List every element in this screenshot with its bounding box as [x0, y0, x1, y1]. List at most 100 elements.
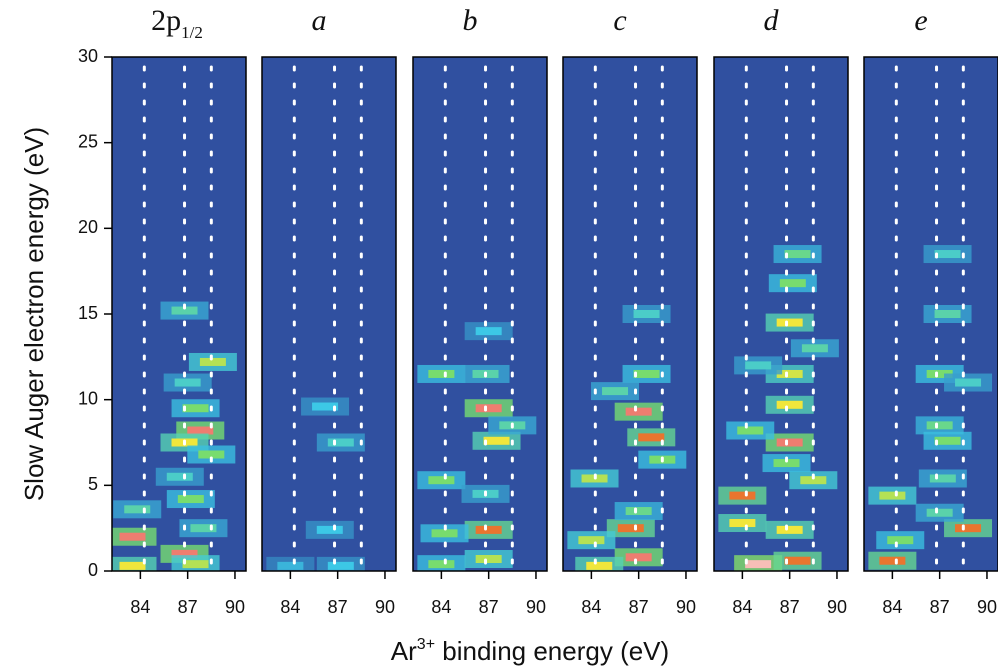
heat-cell	[483, 436, 510, 445]
panel-title: 2p1/2	[151, 4, 203, 42]
heat-cell	[879, 556, 906, 565]
heat-cell	[199, 357, 226, 366]
heat-cell	[431, 529, 458, 538]
heat-cell	[625, 553, 652, 562]
x-tick-label: 90	[827, 597, 847, 617]
heat-cell	[633, 369, 660, 378]
heat-cell	[776, 369, 803, 378]
y-tick-label: 5	[88, 474, 98, 494]
panel-frame	[713, 56, 849, 572]
heat-cell	[934, 436, 961, 445]
x-tick-label: 87	[780, 597, 800, 617]
panel-frame	[412, 56, 548, 572]
x-label-base: Ar	[391, 636, 417, 666]
heat-cell	[926, 421, 953, 430]
x-tick-label: 84	[882, 597, 902, 617]
heatmap	[112, 301, 237, 571]
x-tick-label: 90	[526, 597, 546, 617]
panel-title: c	[613, 4, 626, 37]
title-base: 2p	[151, 4, 181, 37]
heat-cell	[182, 560, 209, 569]
panel-background	[262, 57, 396, 571]
heat-cell	[428, 476, 455, 485]
x-tick-label: 87	[178, 597, 198, 617]
heat-cell	[277, 561, 304, 570]
heat-cell	[934, 310, 961, 318]
heat-cell	[174, 378, 201, 387]
x-tick-label: 90	[225, 597, 245, 617]
heat-cell	[776, 438, 803, 447]
heat-cell	[428, 560, 455, 569]
x-tick-label: 84	[581, 597, 601, 617]
heat-cell	[633, 310, 660, 318]
heat-cell	[166, 472, 193, 481]
heat-cell	[187, 426, 214, 435]
x-tick-label: 84	[431, 597, 451, 617]
x-label-rest: binding energy (eV)	[435, 636, 669, 666]
heat-cell	[578, 536, 605, 545]
panel-frame	[863, 56, 998, 572]
heat-cell	[776, 525, 803, 534]
heat-cell	[586, 561, 613, 570]
y-tick-label: 20	[78, 217, 98, 237]
heat-cell	[955, 378, 982, 387]
heat-cell	[625, 407, 652, 416]
panel-title: a	[312, 4, 327, 37]
x-tick-label: 90	[977, 597, 997, 617]
x-label-sup: 3+	[417, 636, 435, 653]
heat-cell	[801, 344, 828, 353]
x-tick-label: 90	[676, 597, 696, 617]
heat-cell	[879, 491, 906, 500]
x-axis-label: Ar3+ binding energy (eV)	[391, 636, 669, 666]
title-sub: 1/2	[181, 23, 203, 42]
panel-title: d	[764, 4, 780, 37]
heat-cell	[198, 450, 225, 459]
heat-cell	[475, 404, 502, 413]
heat-cell	[171, 306, 198, 315]
y-tick-label: 15	[78, 303, 98, 323]
x-tick-label: 87	[930, 597, 950, 617]
heat-cell	[316, 525, 343, 534]
x-tick-label: 87	[479, 597, 499, 617]
heat-cell	[428, 369, 455, 378]
heat-cell	[119, 532, 146, 541]
x-tick-label: 84	[732, 597, 752, 617]
heat-cell	[955, 524, 982, 533]
heat-cell	[745, 560, 772, 569]
heat-cell	[729, 491, 756, 500]
heat-cell	[800, 476, 827, 485]
heat-cell	[887, 536, 914, 545]
heat-cell	[784, 556, 811, 565]
y-tick-label: 0	[88, 560, 98, 580]
heat-cell	[929, 474, 956, 483]
heat-cell	[475, 555, 502, 564]
heat-cell	[638, 433, 665, 442]
panel-title: e	[914, 4, 927, 37]
heatmap	[567, 305, 687, 571]
heat-cell	[617, 524, 644, 533]
heat-cell	[745, 361, 772, 370]
heat-cell	[124, 505, 151, 514]
panel-frame	[261, 56, 397, 572]
x-tick-label: 84	[130, 597, 150, 617]
y-tick-label: 30	[78, 46, 98, 66]
panel-title: b	[463, 4, 478, 37]
heat-cell	[475, 327, 502, 336]
heat-cell	[475, 525, 502, 534]
heat-cell	[190, 524, 217, 533]
heat-cell	[327, 561, 354, 570]
heat-cell	[729, 519, 756, 528]
heat-cell	[779, 279, 806, 288]
x-tick-label: 87	[328, 597, 348, 617]
y-tick-label: 10	[78, 388, 98, 408]
heat-cell	[776, 400, 803, 409]
heat-cell	[182, 404, 209, 413]
y-axis-label: Slow Auger electron energy (eV)	[19, 127, 49, 501]
heatmap	[868, 245, 993, 570]
heat-cell	[312, 402, 339, 411]
heat-cell	[934, 250, 961, 259]
heat-cell	[602, 387, 629, 396]
heatmap	[718, 245, 839, 571]
x-tick-label: 87	[629, 597, 649, 617]
